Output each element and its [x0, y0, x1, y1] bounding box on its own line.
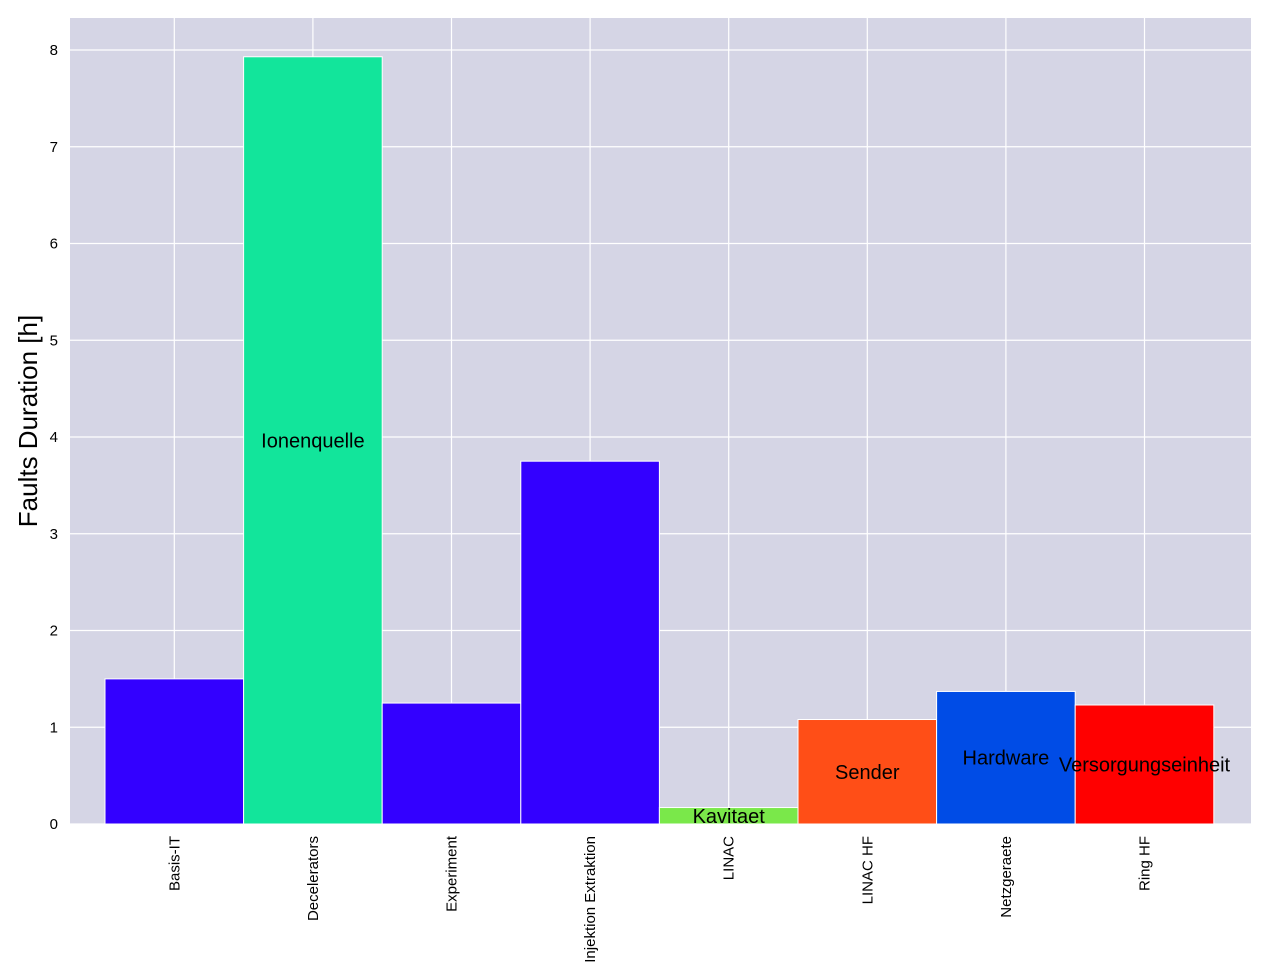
- bar-experiment: [381, 702, 522, 825]
- x-tick-label: Injektion Extraktion: [582, 836, 599, 963]
- x-tick-labels: Basis-IT Decelerators Experiment Injektion …: [166, 835, 1153, 963]
- bar-label: Kavitaet: [693, 806, 766, 828]
- y-axis-title: Faults Duration [h]: [13, 315, 43, 527]
- y-tick-label: 7: [50, 139, 58, 156]
- bar-label: Versorgungseinheit: [1059, 754, 1231, 776]
- bar-linac-hf: [797, 719, 938, 825]
- bar-injektion-extraktion: [520, 460, 660, 825]
- x-tick-label: Ring HF: [1137, 836, 1154, 891]
- y-tick-labels: 0 1 2 3 4 5 6 7 8: [50, 42, 58, 833]
- y-tick-label: 6: [50, 236, 58, 253]
- x-tick-label: Basis-IT: [166, 836, 183, 891]
- y-tick-label: 8: [50, 42, 58, 59]
- y-tick-label: 0: [50, 816, 58, 833]
- y-tick-label: 1: [50, 719, 58, 736]
- bar-label: Ionenquelle: [261, 430, 364, 452]
- y-tick-label: 4: [50, 429, 58, 446]
- y-tick-label: 3: [50, 526, 58, 543]
- bar-ring-hf: [1074, 704, 1215, 825]
- y-tick-label: 5: [50, 332, 58, 349]
- x-tick-label: LINAC HF: [859, 836, 876, 904]
- x-tick-label: Decelerators: [305, 836, 322, 921]
- bar-decelerators: [243, 56, 383, 825]
- x-tick-label: LINAC: [721, 836, 738, 880]
- x-tick-label: Netzgeraete: [998, 836, 1015, 918]
- bar-label: Sender: [835, 762, 900, 784]
- bar-labels: Ionenquelle Kavitaet Sender Hardware Versorg…: [261, 430, 1230, 827]
- bar-basis-it: [104, 678, 245, 825]
- x-tick-label: Experiment: [444, 835, 461, 912]
- bars: [104, 56, 1215, 825]
- y-tick-label: 2: [50, 623, 58, 640]
- bar-label: Hardware: [963, 748, 1050, 770]
- bar-netzgeraete: [936, 690, 1076, 825]
